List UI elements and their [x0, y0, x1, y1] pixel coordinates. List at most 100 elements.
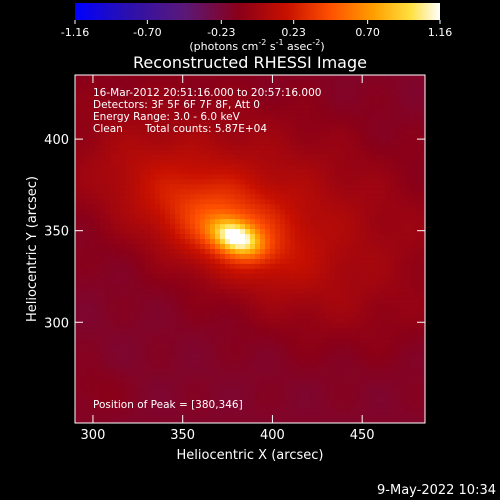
- heatmap-cell: [135, 104, 141, 111]
- heatmap-cell: [225, 239, 231, 245]
- heatmap-cell: [125, 244, 131, 250]
- heatmap-cell: [395, 378, 401, 384]
- heatmap-cell: [235, 298, 241, 305]
- heatmap-cell: [205, 79, 211, 86]
- heatmap-cell: [320, 398, 326, 404]
- heatmap-cell: [130, 288, 136, 295]
- heatmap-cell: [160, 338, 166, 344]
- heatmap-cell: [390, 99, 396, 106]
- x-axis: 300 350 400 450: [81, 75, 375, 443]
- heatmap-cell: [365, 194, 371, 200]
- heatmap-cell: [75, 224, 81, 230]
- heatmap-cell: [125, 149, 131, 155]
- heatmap-cell: [325, 263, 331, 270]
- heatmap-cell: [325, 124, 331, 131]
- heatmap-cell: [215, 159, 221, 165]
- heatmap-cell: [320, 363, 326, 369]
- heatmap-cell: [360, 104, 366, 111]
- heatmap-cell: [385, 373, 391, 379]
- heatmap-cell: [350, 79, 356, 86]
- heatmap-cell: [150, 199, 156, 205]
- heatmap-cell: [100, 353, 106, 359]
- heatmap-cell: [205, 84, 211, 91]
- heatmap-cell: [295, 89, 301, 96]
- heatmap-cell: [420, 214, 426, 220]
- heatmap-cell: [350, 398, 356, 404]
- heatmap-cell: [420, 144, 426, 150]
- heatmap-cell: [220, 263, 226, 270]
- heatmap-cell: [180, 174, 186, 180]
- heatmap-cell: [75, 413, 81, 419]
- heatmap-cell: [90, 119, 96, 126]
- heatmap-cell: [125, 393, 131, 399]
- heatmap-cell: [110, 268, 116, 275]
- heatmap-cell: [145, 179, 151, 185]
- heatmap-cell: [220, 79, 226, 86]
- heatmap-cell: [385, 298, 391, 305]
- heatmap-cell: [280, 333, 286, 339]
- heatmap-cell: [220, 368, 226, 374]
- heatmap-cell: [240, 408, 246, 414]
- heatmap-cell: [325, 75, 331, 81]
- heatmap-cell: [360, 293, 366, 300]
- heatmap-cell: [90, 268, 96, 275]
- heatmap-cell: [215, 383, 221, 389]
- heatmap-cell: [390, 313, 396, 319]
- heatmap-cell: [290, 119, 296, 126]
- heatmap-cell: [160, 263, 166, 270]
- heatmap-cell: [115, 398, 121, 404]
- heatmap-cell: [410, 84, 416, 91]
- heatmap-cell: [245, 368, 251, 374]
- heatmap-cell: [245, 283, 251, 290]
- heatmap-cell: [235, 99, 241, 106]
- heatmap-cell: [345, 239, 351, 245]
- heatmap-cell: [230, 338, 236, 344]
- heatmap-cell: [320, 353, 326, 359]
- heatmap-cell: [255, 343, 261, 349]
- heatmap-cell: [175, 333, 181, 339]
- heatmap-cell: [295, 129, 301, 136]
- heatmap-cell: [175, 348, 181, 354]
- heatmap-cell: [260, 184, 266, 190]
- heatmap-cell: [175, 273, 181, 280]
- heatmap-cell: [185, 328, 191, 334]
- heatmap-cell: [340, 418, 346, 424]
- heatmap-cell: [255, 99, 261, 106]
- heatmap-cell: [185, 199, 191, 205]
- heatmap-cell: [75, 174, 81, 180]
- heatmap-cell: [190, 79, 196, 86]
- heatmap-cell: [75, 313, 81, 319]
- heatmap-cell: [385, 283, 391, 290]
- heatmap-cell: [120, 119, 126, 126]
- heatmap-cell: [230, 298, 236, 305]
- heatmap-cell: [395, 109, 401, 116]
- heatmap-cell: [375, 99, 381, 106]
- heatmap-cell: [155, 249, 161, 255]
- heatmap-cell: [175, 194, 181, 200]
- heatmap-cell: [280, 149, 286, 155]
- heatmap-cell: [95, 328, 101, 334]
- heatmap-cell: [100, 313, 106, 319]
- heatmap-cell: [275, 164, 281, 170]
- heatmap-cell: [215, 154, 221, 160]
- heatmap-cell: [225, 358, 231, 364]
- heatmap-cell: [365, 214, 371, 220]
- heatmap-cell: [320, 94, 326, 101]
- heatmap-cell: [280, 318, 286, 324]
- heatmap-cell: [240, 348, 246, 354]
- heatmap-cell: [180, 253, 186, 260]
- heatmap-cell: [75, 293, 81, 300]
- heatmap-cell: [90, 348, 96, 354]
- heatmap-cell: [205, 179, 211, 185]
- heatmap-cell: [200, 194, 206, 200]
- heatmap-cell: [255, 214, 261, 220]
- heatmap-cell: [95, 104, 101, 111]
- heatmap-cell: [105, 308, 111, 315]
- heatmap-cell: [350, 169, 356, 175]
- heatmap-cell: [345, 418, 351, 424]
- heatmap-cell: [80, 234, 86, 240]
- heatmap-cell: [330, 283, 336, 290]
- heatmap-cell: [225, 234, 231, 240]
- heatmap-cell: [165, 164, 171, 170]
- heatmap-cell: [200, 253, 206, 260]
